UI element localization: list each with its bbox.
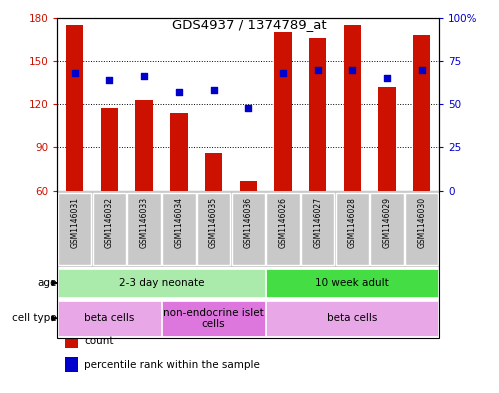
Text: GSM1146035: GSM1146035 <box>209 197 218 248</box>
FancyBboxPatch shape <box>232 193 265 265</box>
Bar <box>266 301 439 336</box>
FancyBboxPatch shape <box>370 193 404 265</box>
Text: GSM1146030: GSM1146030 <box>417 197 426 248</box>
Bar <box>378 87 396 191</box>
Text: age: age <box>37 278 57 288</box>
Bar <box>205 153 222 191</box>
Point <box>279 70 287 76</box>
Text: non-endocrine islet
cells: non-endocrine islet cells <box>163 308 264 329</box>
Text: GSM1146032: GSM1146032 <box>105 197 114 248</box>
Bar <box>274 32 291 191</box>
Text: cell type: cell type <box>12 313 57 323</box>
Point <box>105 77 113 83</box>
Bar <box>170 113 188 191</box>
Text: beta cells: beta cells <box>327 313 378 323</box>
FancyBboxPatch shape <box>58 193 91 265</box>
Text: GSM1146034: GSM1146034 <box>174 197 183 248</box>
Text: GSM1146029: GSM1146029 <box>383 197 392 248</box>
Bar <box>309 38 326 191</box>
Text: 2-3 day neonate: 2-3 day neonate <box>119 278 204 288</box>
Text: percentile rank within the sample: percentile rank within the sample <box>84 360 260 369</box>
Bar <box>344 25 361 191</box>
Text: GSM1146027: GSM1146027 <box>313 197 322 248</box>
Text: 10 week adult: 10 week adult <box>315 278 389 288</box>
Text: GSM1146028: GSM1146028 <box>348 197 357 248</box>
Bar <box>66 25 83 191</box>
FancyBboxPatch shape <box>127 193 161 265</box>
FancyBboxPatch shape <box>93 193 126 265</box>
FancyBboxPatch shape <box>197 193 230 265</box>
Text: GSM1146033: GSM1146033 <box>140 197 149 248</box>
Text: GSM1146031: GSM1146031 <box>70 197 79 248</box>
FancyBboxPatch shape <box>405 193 439 265</box>
Point <box>71 70 79 76</box>
Point <box>210 87 218 94</box>
Point <box>140 73 148 80</box>
Text: beta cells: beta cells <box>84 313 135 323</box>
Point <box>348 66 356 73</box>
Bar <box>240 180 257 191</box>
Point <box>244 105 252 111</box>
Point <box>418 66 426 73</box>
Bar <box>101 108 118 191</box>
Bar <box>65 357 78 372</box>
FancyBboxPatch shape <box>301 193 334 265</box>
Text: GSM1146036: GSM1146036 <box>244 197 253 248</box>
Point <box>383 75 391 81</box>
Point <box>175 89 183 95</box>
Bar <box>266 269 439 297</box>
Bar <box>135 100 153 191</box>
FancyBboxPatch shape <box>336 193 369 265</box>
Text: GDS4937 / 1374789_at: GDS4937 / 1374789_at <box>172 18 327 31</box>
Point <box>314 66 322 73</box>
Bar <box>162 301 265 336</box>
Text: count: count <box>84 336 114 345</box>
Text: GSM1146026: GSM1146026 <box>278 197 287 248</box>
Bar <box>413 35 431 191</box>
Bar <box>58 269 265 297</box>
Bar <box>58 301 161 336</box>
FancyBboxPatch shape <box>266 193 299 265</box>
FancyBboxPatch shape <box>162 193 196 265</box>
Bar <box>65 333 78 348</box>
